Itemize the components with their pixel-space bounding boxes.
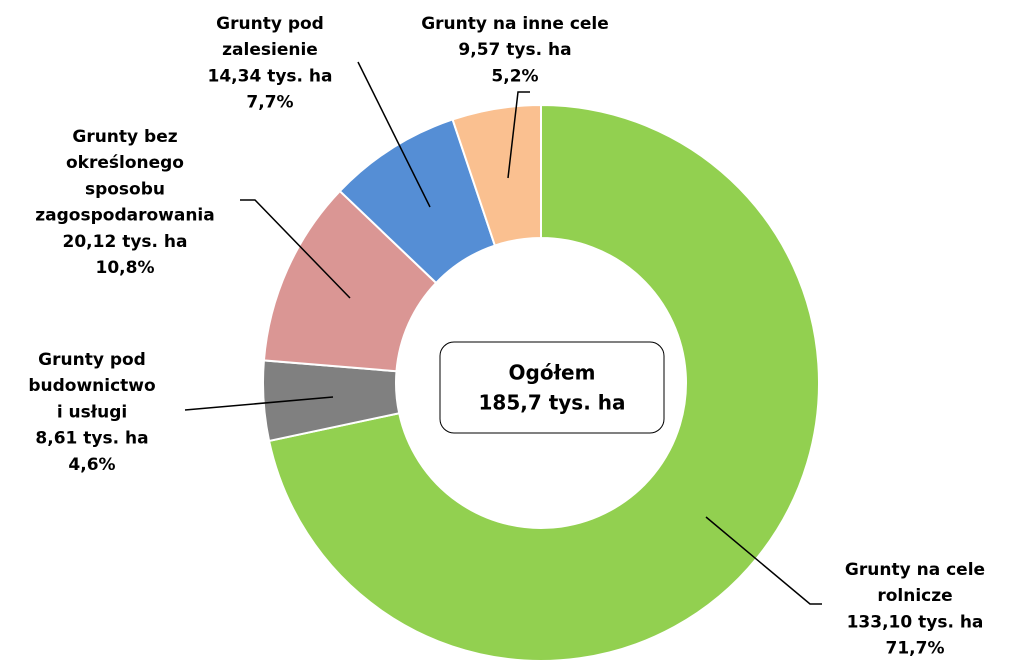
slice-label: Grunty na inne cele	[421, 14, 609, 34]
center-box: Ogółem 185,7 tys. ha	[439, 341, 665, 434]
leader-line	[507, 91, 530, 179]
value-label: 20,12 tys. ha	[63, 232, 188, 252]
percentage-label: 5,2%	[491, 66, 538, 86]
slice-label: zalesienie	[222, 40, 318, 60]
slice-label: Grunty pod	[38, 350, 146, 370]
center-title: Ogółem	[509, 361, 596, 385]
value-label: 9,57 tys. ha	[458, 40, 571, 60]
slice-label: Grunty na cele	[845, 560, 985, 580]
percentage-label: 10,8%	[96, 258, 155, 278]
slice-label: rolnicze	[877, 586, 952, 606]
center-frame	[439, 341, 665, 434]
percentage-label: 4,6%	[68, 455, 115, 475]
percentage-label: 71,7%	[886, 639, 945, 659]
leader-line	[240, 199, 351, 299]
donut-slice	[267, 103, 820, 661]
slice-label: budownictwo	[28, 376, 155, 396]
slice-label: sposobu	[85, 179, 165, 199]
percentage-label: 7,7%	[246, 93, 293, 113]
donut-slice	[451, 103, 542, 247]
slice-label: Grunty pod	[216, 14, 324, 34]
value-label: 8,61 tys. ha	[35, 429, 148, 449]
slice-label: określonego	[66, 153, 184, 173]
leader-line	[357, 61, 431, 208]
leader-line	[184, 396, 334, 411]
slice-label: i usługi	[57, 402, 127, 422]
value-label: 133,10 tys. ha	[847, 612, 984, 632]
value-label: 14,34 tys. ha	[208, 66, 333, 86]
leader-line	[705, 516, 822, 605]
slice-label: Grunty bez	[72, 127, 177, 147]
slice-label: zagospodarowania	[35, 206, 214, 226]
center-total: 185,7 tys. ha	[478, 391, 625, 415]
